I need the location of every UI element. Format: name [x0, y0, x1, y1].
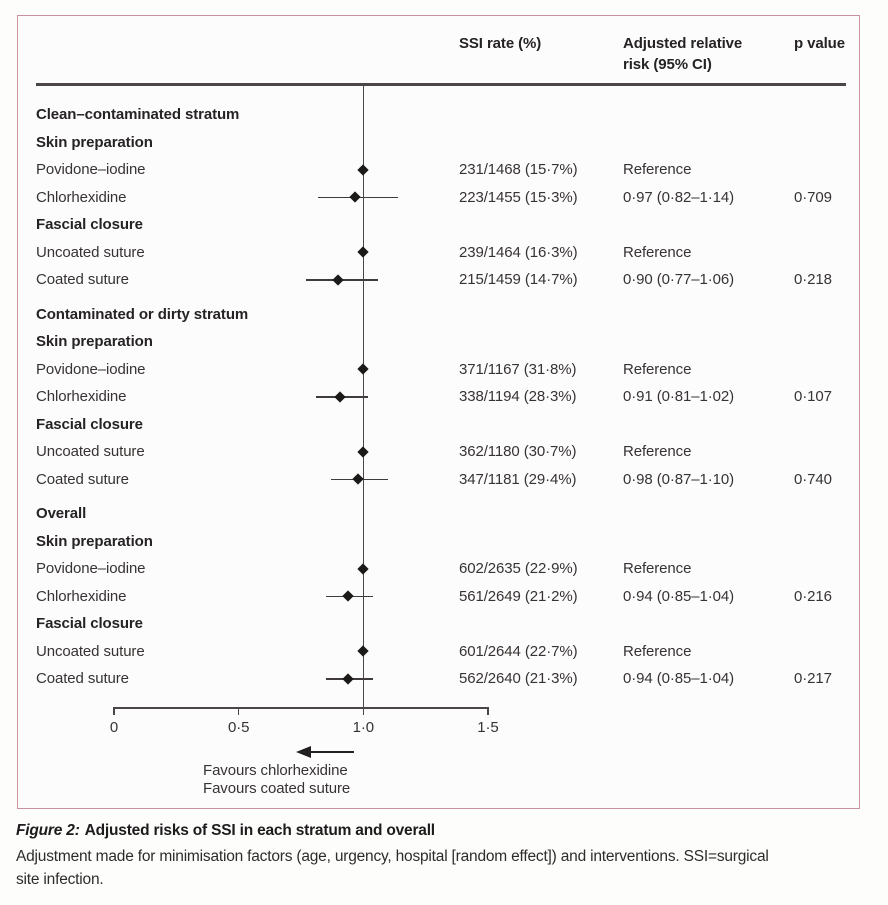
favours-arrow-line: [309, 751, 354, 753]
p-value: 0·216: [794, 587, 832, 605]
relative-risk-value: 0·94 (0·85–1·04): [623, 587, 734, 605]
relative-risk-value: 0·94 (0·85–1·04): [623, 670, 734, 687]
ssi-rate-value: 338/1194 (28·3%): [459, 388, 577, 405]
x-axis-line: [114, 707, 488, 709]
x-axis-tick: [362, 707, 365, 715]
point-estimate-marker: [342, 672, 354, 685]
reference-line: [362, 84, 365, 707]
favours-label-chlorhexidine: Favours chlorhexidine: [203, 762, 348, 779]
figure-caption-body: Adjustment made for minimisation factors…: [16, 845, 769, 891]
x-axis-tick-label: 1·5: [477, 719, 499, 736]
ssi-rate-value: 562/2640 (21·3%): [459, 670, 578, 687]
column-header-p-value: p value: [794, 35, 845, 52]
section-heading: Fascial closure: [36, 216, 143, 233]
p-value: 0·218: [794, 271, 832, 288]
row-label: Povidone–iodine: [36, 560, 146, 577]
ssi-rate-value: 601/2644 (22·7%): [459, 642, 578, 660]
favours-label-coated-suture: Favours coated suture: [203, 780, 351, 797]
figure-caption-body-line2: site infection.: [16, 871, 104, 888]
point-estimate-marker: [357, 363, 369, 375]
ssi-rate-value: 239/1464 (16·3%): [459, 243, 578, 261]
section-heading: Overall: [36, 505, 87, 522]
relative-risk-value: Reference: [623, 560, 692, 577]
x-axis-tick: [487, 707, 489, 715]
row-label: Coated suture: [36, 670, 129, 687]
ssi-rate-value: 231/1468 (15·7%): [459, 161, 578, 178]
figure-number: Figure 2:: [16, 822, 80, 839]
row-label: Povidone–iodine: [36, 360, 146, 378]
row-label: Uncoated suture: [36, 443, 145, 460]
x-axis-tick: [113, 707, 115, 715]
relative-risk-value: Reference: [623, 243, 692, 261]
column-header-relative-risk: Adjusted relative risk (95% CI): [623, 33, 742, 75]
column-header-ssi-rate: SSI rate (%): [459, 35, 542, 52]
section-heading: Fascial closure: [36, 415, 143, 433]
relative-risk-value: 0·91 (0·81–1·02): [623, 388, 734, 405]
ssi-rate-value: 347/1181 (29·4%): [459, 470, 577, 488]
row-label: Coated suture: [36, 271, 129, 288]
favours-arrow-icon: [296, 746, 311, 758]
point-estimate-marker: [357, 562, 369, 575]
x-axis-tick-label: 1·0: [352, 719, 375, 736]
section-heading: Skin preparation: [36, 333, 153, 350]
column-header-relative-risk-line1: Adjusted relative: [623, 35, 743, 52]
x-axis-tick-label: 0: [109, 719, 119, 736]
relative-risk-value: Reference: [623, 443, 692, 460]
section-heading: Clean–contaminated stratum: [36, 106, 240, 123]
ssi-rate-value: 371/1167 (31·8%): [459, 360, 577, 378]
relative-risk-value: 0·98 (0·87–1·10): [623, 470, 734, 488]
relative-risk-value: Reference: [623, 360, 692, 378]
ssi-rate-value: 362/1180 (30·7%): [459, 443, 577, 460]
x-axis-tick: [237, 707, 240, 715]
row-label: Uncoated suture: [36, 243, 145, 261]
row-label: Chlorhexidine: [36, 188, 127, 206]
row-label: Chlorhexidine: [36, 587, 127, 605]
row-label: Coated suture: [36, 470, 129, 488]
row-label: Povidone–iodine: [36, 161, 146, 178]
relative-risk-value: Reference: [623, 161, 692, 178]
ssi-rate-value: 561/2649 (21·2%): [459, 587, 578, 605]
figure-title: Adjusted risks of SSI in each stratum an…: [84, 822, 435, 839]
p-value: 0·217: [794, 670, 832, 687]
figure-panel: SSI rate (%) Adjusted relative risk (95%…: [17, 15, 860, 809]
ssi-rate-value: 602/2635 (22·9%): [459, 560, 578, 577]
x-axis-tick-label: 0·5: [227, 719, 250, 736]
point-estimate-marker: [357, 163, 369, 176]
point-estimate-marker: [349, 191, 362, 203]
row-label: Chlorhexidine: [36, 388, 127, 405]
point-estimate-marker: [334, 390, 347, 403]
p-value: 0·740: [794, 470, 832, 488]
figure-caption-title: Figure 2: Adjusted risks of SSI in each s…: [16, 822, 435, 840]
section-heading: Skin preparation: [36, 133, 153, 151]
section-heading: Fascial closure: [36, 615, 143, 632]
relative-risk-value: 0·97 (0·82–1·14): [623, 188, 734, 206]
point-estimate-marker: [357, 246, 369, 258]
column-header-relative-risk-line2: risk (95% CI): [623, 56, 712, 73]
relative-risk-value: Reference: [623, 642, 692, 660]
point-estimate-marker: [357, 645, 369, 657]
forest-plot: Clean–contaminated stratum Skin preparati…: [18, 16, 859, 808]
section-heading: Skin preparation: [36, 532, 153, 550]
point-estimate-marker: [357, 445, 369, 458]
point-estimate-marker: [342, 590, 354, 602]
figure-caption-body-line1: Adjustment made for minimisation factors…: [16, 848, 769, 865]
p-value: 0·107: [794, 388, 832, 405]
header-rule: [36, 83, 846, 86]
ssi-rate-value: 215/1459 (14·7%): [459, 271, 578, 288]
section-heading: Contaminated or dirty stratum: [36, 305, 249, 323]
relative-risk-value: 0·90 (0·77–1·06): [623, 271, 734, 288]
row-label: Uncoated suture: [36, 642, 145, 660]
ssi-rate-value: 223/1455 (15·3%): [459, 188, 578, 206]
p-value: 0·709: [794, 188, 832, 206]
point-estimate-marker: [332, 273, 344, 286]
